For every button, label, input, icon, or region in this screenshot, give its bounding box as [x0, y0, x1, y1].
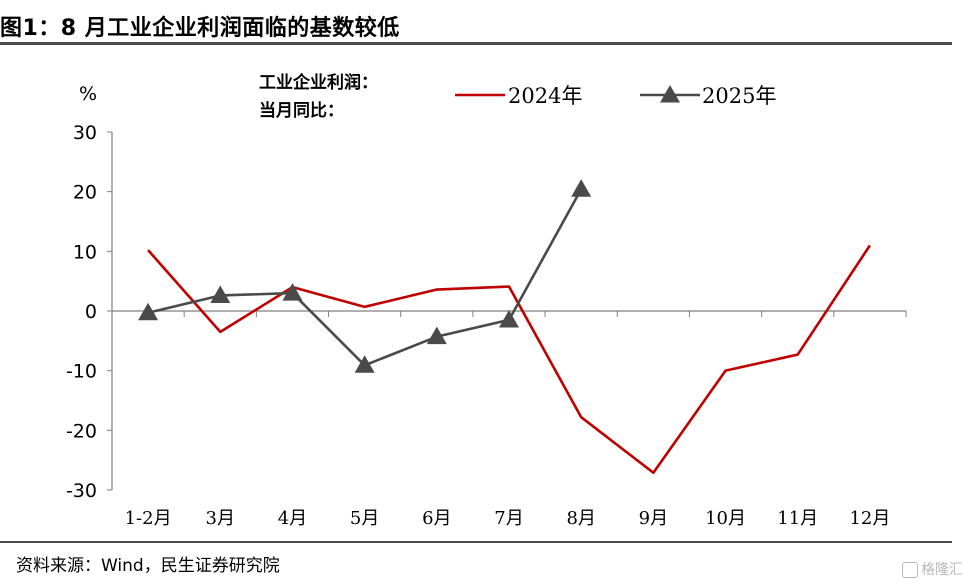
watermark-logo-icon [902, 562, 918, 578]
x-tick-label: 11月 [777, 508, 818, 529]
footer-divider [0, 541, 952, 543]
x-tick-label: 9月 [639, 508, 668, 529]
legend-title-line2: 当月同比： [259, 100, 344, 121]
series-lines [147, 188, 871, 474]
y-tick-label: -20 [66, 420, 97, 442]
y-tick-label: 30 [73, 122, 97, 144]
data-point-marker [210, 285, 231, 303]
y-tick-label: -10 [66, 361, 97, 383]
x-tick-label: 12月 [849, 508, 890, 529]
chart-legend: 工业企业利润： 当月同比： 2024年 2025年 [259, 72, 776, 121]
series-line-0 [147, 244, 871, 474]
x-tick-label: 7月 [494, 508, 523, 529]
chart-title: 图1：8 月工业企业利润面临的基数较低 [0, 16, 400, 41]
x-tick-label: 6月 [422, 508, 451, 529]
x-tick-label: 10月 [705, 508, 746, 529]
x-tick-label: 5月 [350, 508, 379, 529]
series-line-1 [147, 188, 583, 367]
watermark: 格隆汇 [902, 559, 963, 579]
data-point-marker [138, 302, 159, 321]
x-tick-label: 4月 [278, 508, 307, 529]
y-tick-label: -30 [66, 480, 97, 502]
data-point-marker [426, 326, 447, 345]
data-point-marker [499, 309, 519, 328]
legend-label-2024: 2024年 [508, 84, 582, 108]
legend-marker-triangle [660, 85, 680, 103]
series-markers [138, 179, 592, 373]
title-divider [0, 42, 952, 45]
watermark-text: 格隆汇 [921, 562, 963, 578]
legend-label-2025: 2025年 [702, 84, 776, 108]
y-tick-label: 20 [73, 182, 97, 204]
y-tick-label: 10 [73, 241, 97, 263]
x-tick-label: 1-2月 [125, 508, 172, 529]
data-point-marker [571, 179, 592, 197]
y-tick-label: 0 [85, 301, 97, 323]
x-tick-label: 3月 [206, 508, 235, 529]
y-axis-unit: % [79, 83, 97, 105]
x-tick-label: 8月 [566, 508, 595, 529]
chart-axes: 30 20 10 0 -10 -20 -30 1-2月 3月 4月 5月 6月 7月 8月 9月 10月 11月… [66, 122, 907, 529]
data-point-marker [282, 283, 303, 301]
legend-title-line1: 工业企业利润： [259, 72, 378, 93]
source-note: 资料来源：Wind，民生证券研究院 [16, 556, 280, 576]
data-point-marker [354, 355, 375, 373]
